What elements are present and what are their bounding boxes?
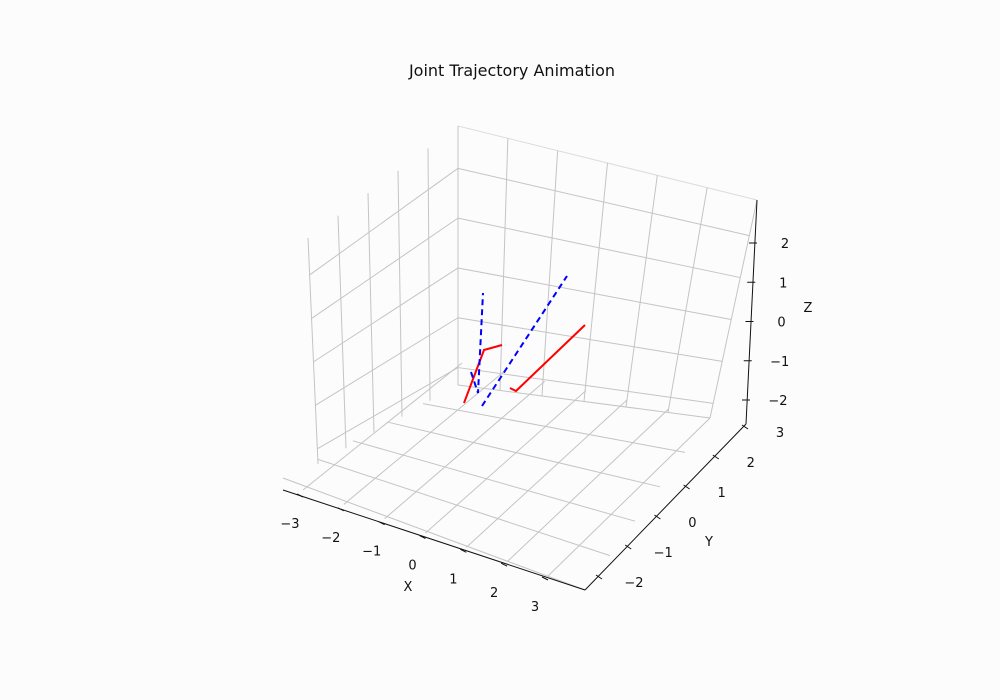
x-tick-labels: −3 −2 −1 0 1 2 3 bbox=[280, 493, 549, 615]
x-tick-label: 0 bbox=[408, 559, 416, 574]
trajectory-series bbox=[463, 275, 586, 407]
grid-leftwall-horizontal bbox=[315, 317, 459, 406]
grid-leftwall-horizontal bbox=[309, 167, 459, 276]
x-tick-mark bbox=[500, 562, 508, 567]
grid-leftwall-horizontal bbox=[313, 267, 459, 363]
y-axis-line bbox=[584, 423, 747, 591]
y-tick-label: 1 bbox=[717, 486, 725, 501]
grid-floor-y-line bbox=[352, 440, 636, 522]
x-tick-label: −1 bbox=[362, 545, 381, 560]
x-tick-label: −3 bbox=[280, 517, 299, 532]
series-line-1 bbox=[463, 344, 503, 404]
z-tick-label: 2 bbox=[781, 237, 789, 252]
x-axis-label: X bbox=[404, 580, 413, 595]
grid-rightwall-vertical bbox=[625, 175, 658, 408]
grid-floor-x-line bbox=[506, 408, 670, 563]
y-tick-label: −1 bbox=[654, 546, 673, 561]
grid-floor-x-line bbox=[425, 390, 587, 534]
z-tick-label: −2 bbox=[768, 394, 787, 409]
y-tick-mark bbox=[624, 544, 632, 550]
grid-floor-x-line bbox=[465, 399, 628, 548]
x-tick-label: −2 bbox=[321, 531, 340, 546]
x-tick-mark bbox=[296, 493, 304, 498]
z-tick-label: 0 bbox=[777, 316, 785, 331]
series-line-4 bbox=[481, 275, 568, 407]
x-tick-mark bbox=[337, 507, 345, 512]
grid-floor-y-line bbox=[282, 477, 586, 591]
grid-floor-x-line bbox=[302, 362, 463, 491]
grid-leftwall-vertical bbox=[427, 148, 431, 401]
grid-leftwall-vertical bbox=[397, 170, 403, 417]
grid-floor-y-line bbox=[387, 421, 661, 488]
grid-leftwall-vertical bbox=[337, 215, 347, 449]
y-tick-label: 0 bbox=[688, 516, 696, 531]
x-tick-label: 1 bbox=[449, 572, 457, 587]
x-tick-label: 3 bbox=[531, 600, 539, 615]
x-tick-mark bbox=[419, 535, 426, 539]
y-tick-label: 2 bbox=[747, 456, 755, 471]
grid-floor-y-line bbox=[317, 458, 611, 557]
z-tick-label: −1 bbox=[770, 355, 789, 370]
y-tick-label: 3 bbox=[776, 426, 784, 441]
series-line-3 bbox=[470, 292, 484, 394]
grid-rightwall-horizontal bbox=[457, 167, 750, 237]
grid-lines bbox=[282, 126, 758, 591]
x-tick-mark bbox=[460, 548, 467, 553]
z-axis-label: Z bbox=[804, 301, 813, 316]
x-tick-mark bbox=[541, 576, 549, 581]
z-tick-label: 1 bbox=[779, 276, 787, 291]
y-tick-label: −2 bbox=[624, 576, 643, 591]
y-tick-mark bbox=[712, 454, 720, 460]
axes-lines bbox=[282, 199, 758, 591]
grid-rightwall-vertical bbox=[499, 138, 509, 391]
grid-rightwall-vertical bbox=[583, 162, 608, 402]
grid-leftwall-horizontal bbox=[311, 217, 459, 319]
grid-rightwall-horizontal bbox=[457, 267, 732, 320]
y-tick-labels: −2 −1 0 1 2 3 bbox=[595, 424, 784, 591]
grid-leftwall-vertical bbox=[307, 237, 319, 465]
x-tick-label: 2 bbox=[490, 586, 498, 601]
grid-rightwall-horizontal bbox=[457, 217, 741, 279]
x-tick-mark bbox=[378, 521, 385, 526]
z-axis-line bbox=[745, 199, 758, 425]
grid-floor-x-line bbox=[384, 380, 545, 520]
grid-leftwall-horizontal bbox=[317, 367, 459, 450]
grid-rightwall-horizontal bbox=[457, 367, 714, 404]
x-axis-line bbox=[282, 489, 586, 591]
series-line-2 bbox=[509, 324, 586, 393]
y-tick-mark bbox=[595, 574, 603, 580]
y-axis-label: Y bbox=[704, 535, 713, 550]
grid-rightwall-horizontal bbox=[457, 317, 723, 362]
grid-rightwall-vertical bbox=[667, 187, 708, 413]
chart-title: Joint Trajectory Animation bbox=[408, 61, 615, 80]
grid-floor-y-line bbox=[422, 403, 686, 453]
grid-floor-x-line bbox=[343, 371, 504, 505]
z-tick-labels: −2 −1 0 1 2 bbox=[742, 237, 789, 409]
y-tick-mark bbox=[654, 514, 661, 520]
grid-rightwall-vertical bbox=[709, 199, 758, 419]
y-tick-mark bbox=[683, 484, 690, 490]
grid-leftwall-vertical bbox=[367, 193, 375, 433]
grid-rightwall-vertical bbox=[541, 150, 559, 397]
grid-floor-x-line bbox=[547, 417, 711, 577]
y-tick-mark bbox=[741, 424, 749, 430]
